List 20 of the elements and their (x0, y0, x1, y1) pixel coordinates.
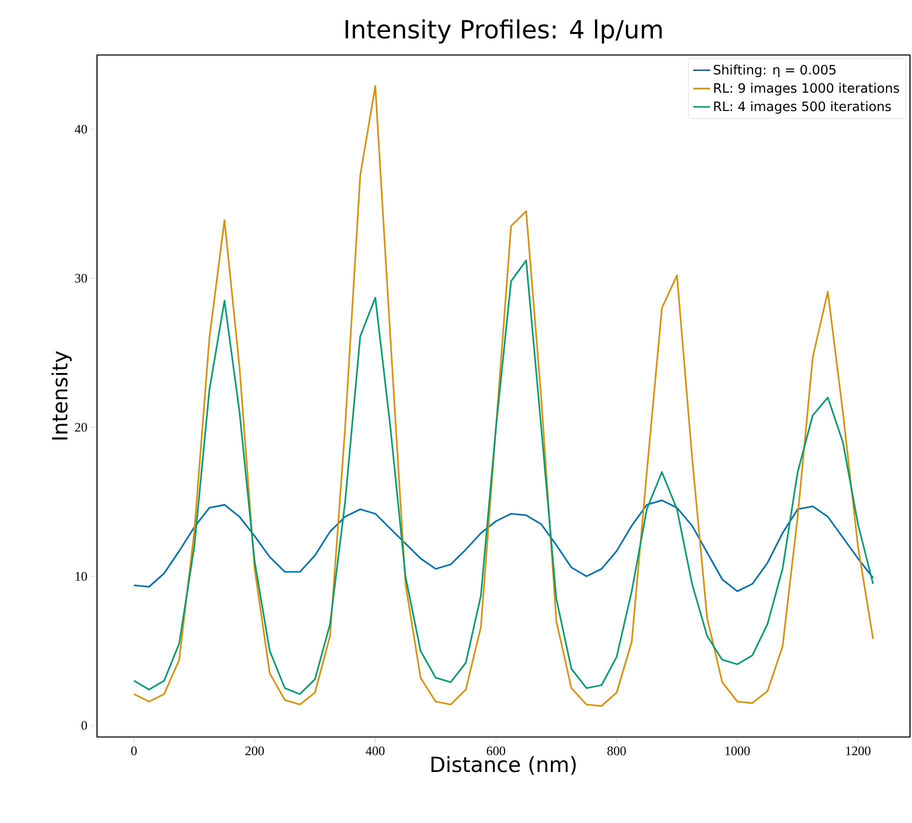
x-tick-label: 1200 (846, 746, 870, 756)
line-series (133, 500, 874, 592)
x-tick-label: 600 (486, 746, 506, 756)
chart-title: Intensity Profiles: 4 lp/um (346, 19, 662, 44)
x-tick-label: 200 (245, 746, 264, 756)
x-tick-label: 0 (131, 746, 137, 756)
y-tick-label: 40 (74, 124, 87, 134)
line-series (133, 260, 874, 695)
legend-label: RL: 9 images 1000 iterations (714, 82, 900, 96)
legend-label: RL: 4 images 500 iterations (714, 101, 891, 114)
y-tick-label: 10 (76, 572, 87, 581)
legend-label: Shifting: η = 0.005 (714, 64, 836, 78)
x-axis-title: Distance (nm) (432, 756, 576, 775)
y-axis-title: Intensity (51, 351, 72, 440)
y-tick-label: 20 (75, 422, 87, 432)
x-tick-label: 800 (607, 746, 626, 756)
x-tick-label: 400 (366, 746, 385, 756)
y-tick-label: 0 (82, 721, 87, 730)
y-tick-label: 30 (75, 274, 87, 283)
x-tick-label: 1000 (725, 746, 750, 756)
